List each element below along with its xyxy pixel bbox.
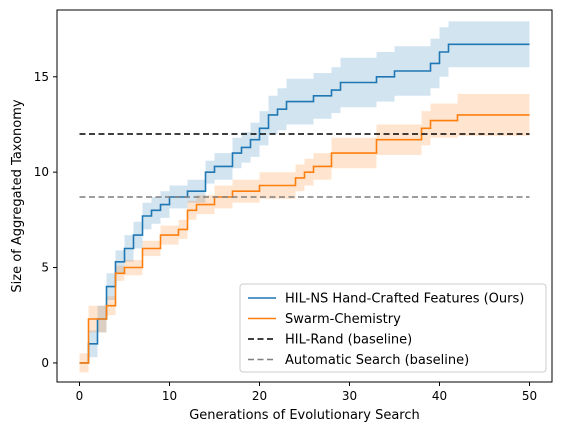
legend-box <box>239 283 547 373</box>
x-tick-label: 10 <box>162 389 177 403</box>
y-tick-label: 0 <box>41 356 49 370</box>
series-line-0 <box>79 43 530 364</box>
y-tick-label: 10 <box>34 165 49 179</box>
legend-label-0: HIL-NS Hand-Crafted Features (Ours) <box>285 292 524 307</box>
x-tick-label: 40 <box>432 389 447 403</box>
series-band-0 <box>79 21 530 363</box>
axes-frame <box>56 9 553 383</box>
axis-ticks: 0 10 20 30 40 50 0 5 10 15 <box>34 70 537 403</box>
legend-label-1: Swarm-Chemistry <box>285 312 401 327</box>
x-axis-label: Generations of Evolutionary Search <box>189 408 420 423</box>
legend-label-2: HIL-Rand (baseline) <box>285 333 412 348</box>
x-tick-label: 50 <box>522 389 537 403</box>
legend-label-3: Automatic Search (baseline) <box>285 353 469 368</box>
x-tick-label: 20 <box>252 389 267 403</box>
x-tick-label: 30 <box>342 389 357 403</box>
y-tick-label: 5 <box>41 261 49 275</box>
series-band-1 <box>79 93 530 373</box>
legend: HIL-NS Hand-Crafted Features (Ours) Swarm… <box>239 283 547 373</box>
x-tick-label: 0 <box>76 389 84 403</box>
y-axis-label: Size of Aggregated Taxonomy <box>10 99 25 292</box>
y-tick-label: 15 <box>34 70 49 84</box>
series-line-1 <box>79 114 530 364</box>
plot-area <box>79 21 530 373</box>
